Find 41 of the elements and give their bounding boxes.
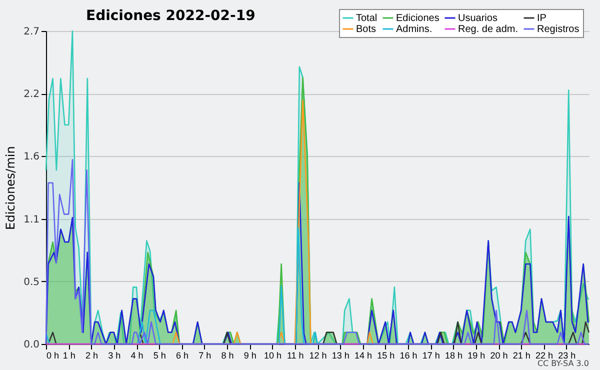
x-tick-label: 16 h — [400, 350, 418, 360]
legend-label: Bots — [356, 24, 376, 35]
y-tick-label: 1.1 — [24, 214, 40, 226]
legend-label: Registros — [537, 24, 580, 35]
x-tick-label: 3 h — [108, 350, 121, 360]
x-tick-label: 13 h — [332, 350, 350, 360]
x-tick-label: 17 h — [422, 350, 440, 360]
x-tick-label: 7 h — [198, 350, 212, 360]
legend-label: Reg. de adm. — [458, 24, 518, 35]
x-tick-label: 23 h — [558, 350, 576, 360]
x-tick-label: 9 h — [244, 350, 256, 360]
legend-label: Usuarios — [458, 13, 498, 24]
legend-label: Admins. — [396, 24, 432, 35]
x-tick-label: 5 h — [153, 350, 166, 360]
y-tick-label: 0.0 — [24, 340, 40, 350]
x-tick-label: 2 h — [85, 350, 98, 360]
x-tick-label: 11 h — [286, 350, 304, 360]
x-tick-label: 10 h — [264, 350, 282, 360]
x-tick-label: 4 h — [130, 350, 144, 360]
text: CC BY-SA 3.0 — [537, 359, 589, 368]
x-tick-label: 20 h — [490, 350, 508, 360]
x-tick-label: 0 h — [46, 350, 60, 360]
x-tick-label: 21 h — [512, 350, 530, 360]
x-tick-label: 15 h — [377, 350, 395, 360]
x-tick-label: 22 h — [535, 350, 554, 360]
y-tick-label: 0.5 — [24, 276, 40, 288]
y-tick-label: 2.2 — [24, 89, 40, 100]
legend-label: Ediciones — [396, 13, 440, 24]
y-axis-title: Ediciones/min — [4, 146, 18, 230]
legend-label: IP — [537, 13, 547, 24]
x-tick-label: 6 h — [176, 350, 189, 360]
x-tick-label: 19 h — [468, 350, 486, 360]
x-tick-label: 14 h — [354, 350, 372, 360]
x-tick-label: 12 h — [309, 350, 327, 360]
y-tick-label: 1.6 — [24, 152, 40, 163]
x-tick-label: 1 h — [62, 350, 76, 360]
chart-title: Ediciones 2022-02-19 — [86, 8, 256, 24]
legend-label: Total — [356, 13, 378, 24]
y-tick-label: 2.7 — [24, 26, 40, 38]
x-tick-label: 8 h — [221, 350, 234, 360]
x-tick-label: 18 h — [444, 350, 463, 360]
